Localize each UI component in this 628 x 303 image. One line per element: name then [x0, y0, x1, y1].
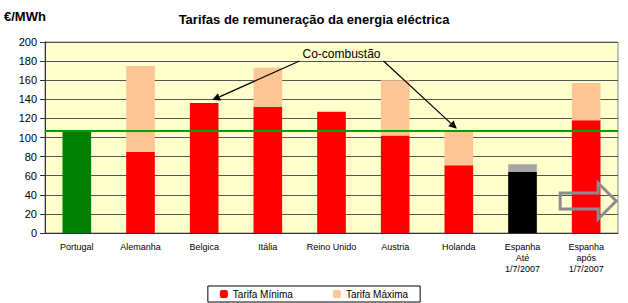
- svg-text:120: 120: [19, 112, 37, 124]
- svg-text:Portugal: Portugal: [60, 242, 94, 252]
- svg-text:200: 200: [19, 36, 37, 48]
- svg-text:Belgica: Belgica: [189, 242, 219, 252]
- svg-text:80: 80: [25, 151, 37, 163]
- svg-text:Co-combustão: Co-combustão: [302, 47, 380, 61]
- svg-text:60: 60: [25, 170, 37, 182]
- svg-text:Tarifa Mínima: Tarifa Mínima: [233, 289, 293, 300]
- svg-text:Tarifa Máxima: Tarifa Máxima: [346, 289, 409, 300]
- svg-text:Alemanha: Alemanha: [120, 242, 161, 252]
- svg-text:Austria: Austria: [381, 242, 409, 252]
- svg-text:€/MWh: €/MWh: [4, 9, 46, 24]
- svg-text:140: 140: [19, 93, 37, 105]
- svg-text:1/7/2007: 1/7/2007: [569, 264, 604, 274]
- svg-text:Itália: Itália: [258, 242, 277, 252]
- svg-text:1/7/2007: 1/7/2007: [505, 264, 540, 274]
- svg-text:20: 20: [25, 208, 37, 220]
- svg-text:Tarifas de remuneração da ener: Tarifas de remuneração da energia eléctr…: [179, 12, 450, 27]
- svg-text:Até: Até: [516, 253, 530, 263]
- svg-text:180: 180: [19, 55, 37, 67]
- svg-text:Holanda: Holanda: [442, 242, 476, 252]
- svg-text:160: 160: [19, 74, 37, 86]
- svg-text:Espanha: Espanha: [568, 242, 604, 252]
- svg-text:0: 0: [31, 227, 37, 239]
- svg-text:Reino Unido: Reino Unido: [307, 242, 357, 252]
- svg-text:100: 100: [19, 132, 37, 144]
- svg-text:40: 40: [25, 189, 37, 201]
- svg-text:após: após: [576, 253, 596, 263]
- svg-text:Espanha: Espanha: [505, 242, 541, 252]
